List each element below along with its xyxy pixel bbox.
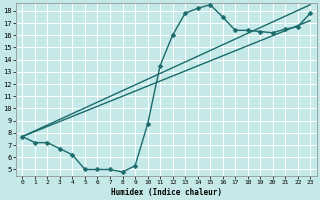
X-axis label: Humidex (Indice chaleur): Humidex (Indice chaleur) (111, 188, 222, 197)
